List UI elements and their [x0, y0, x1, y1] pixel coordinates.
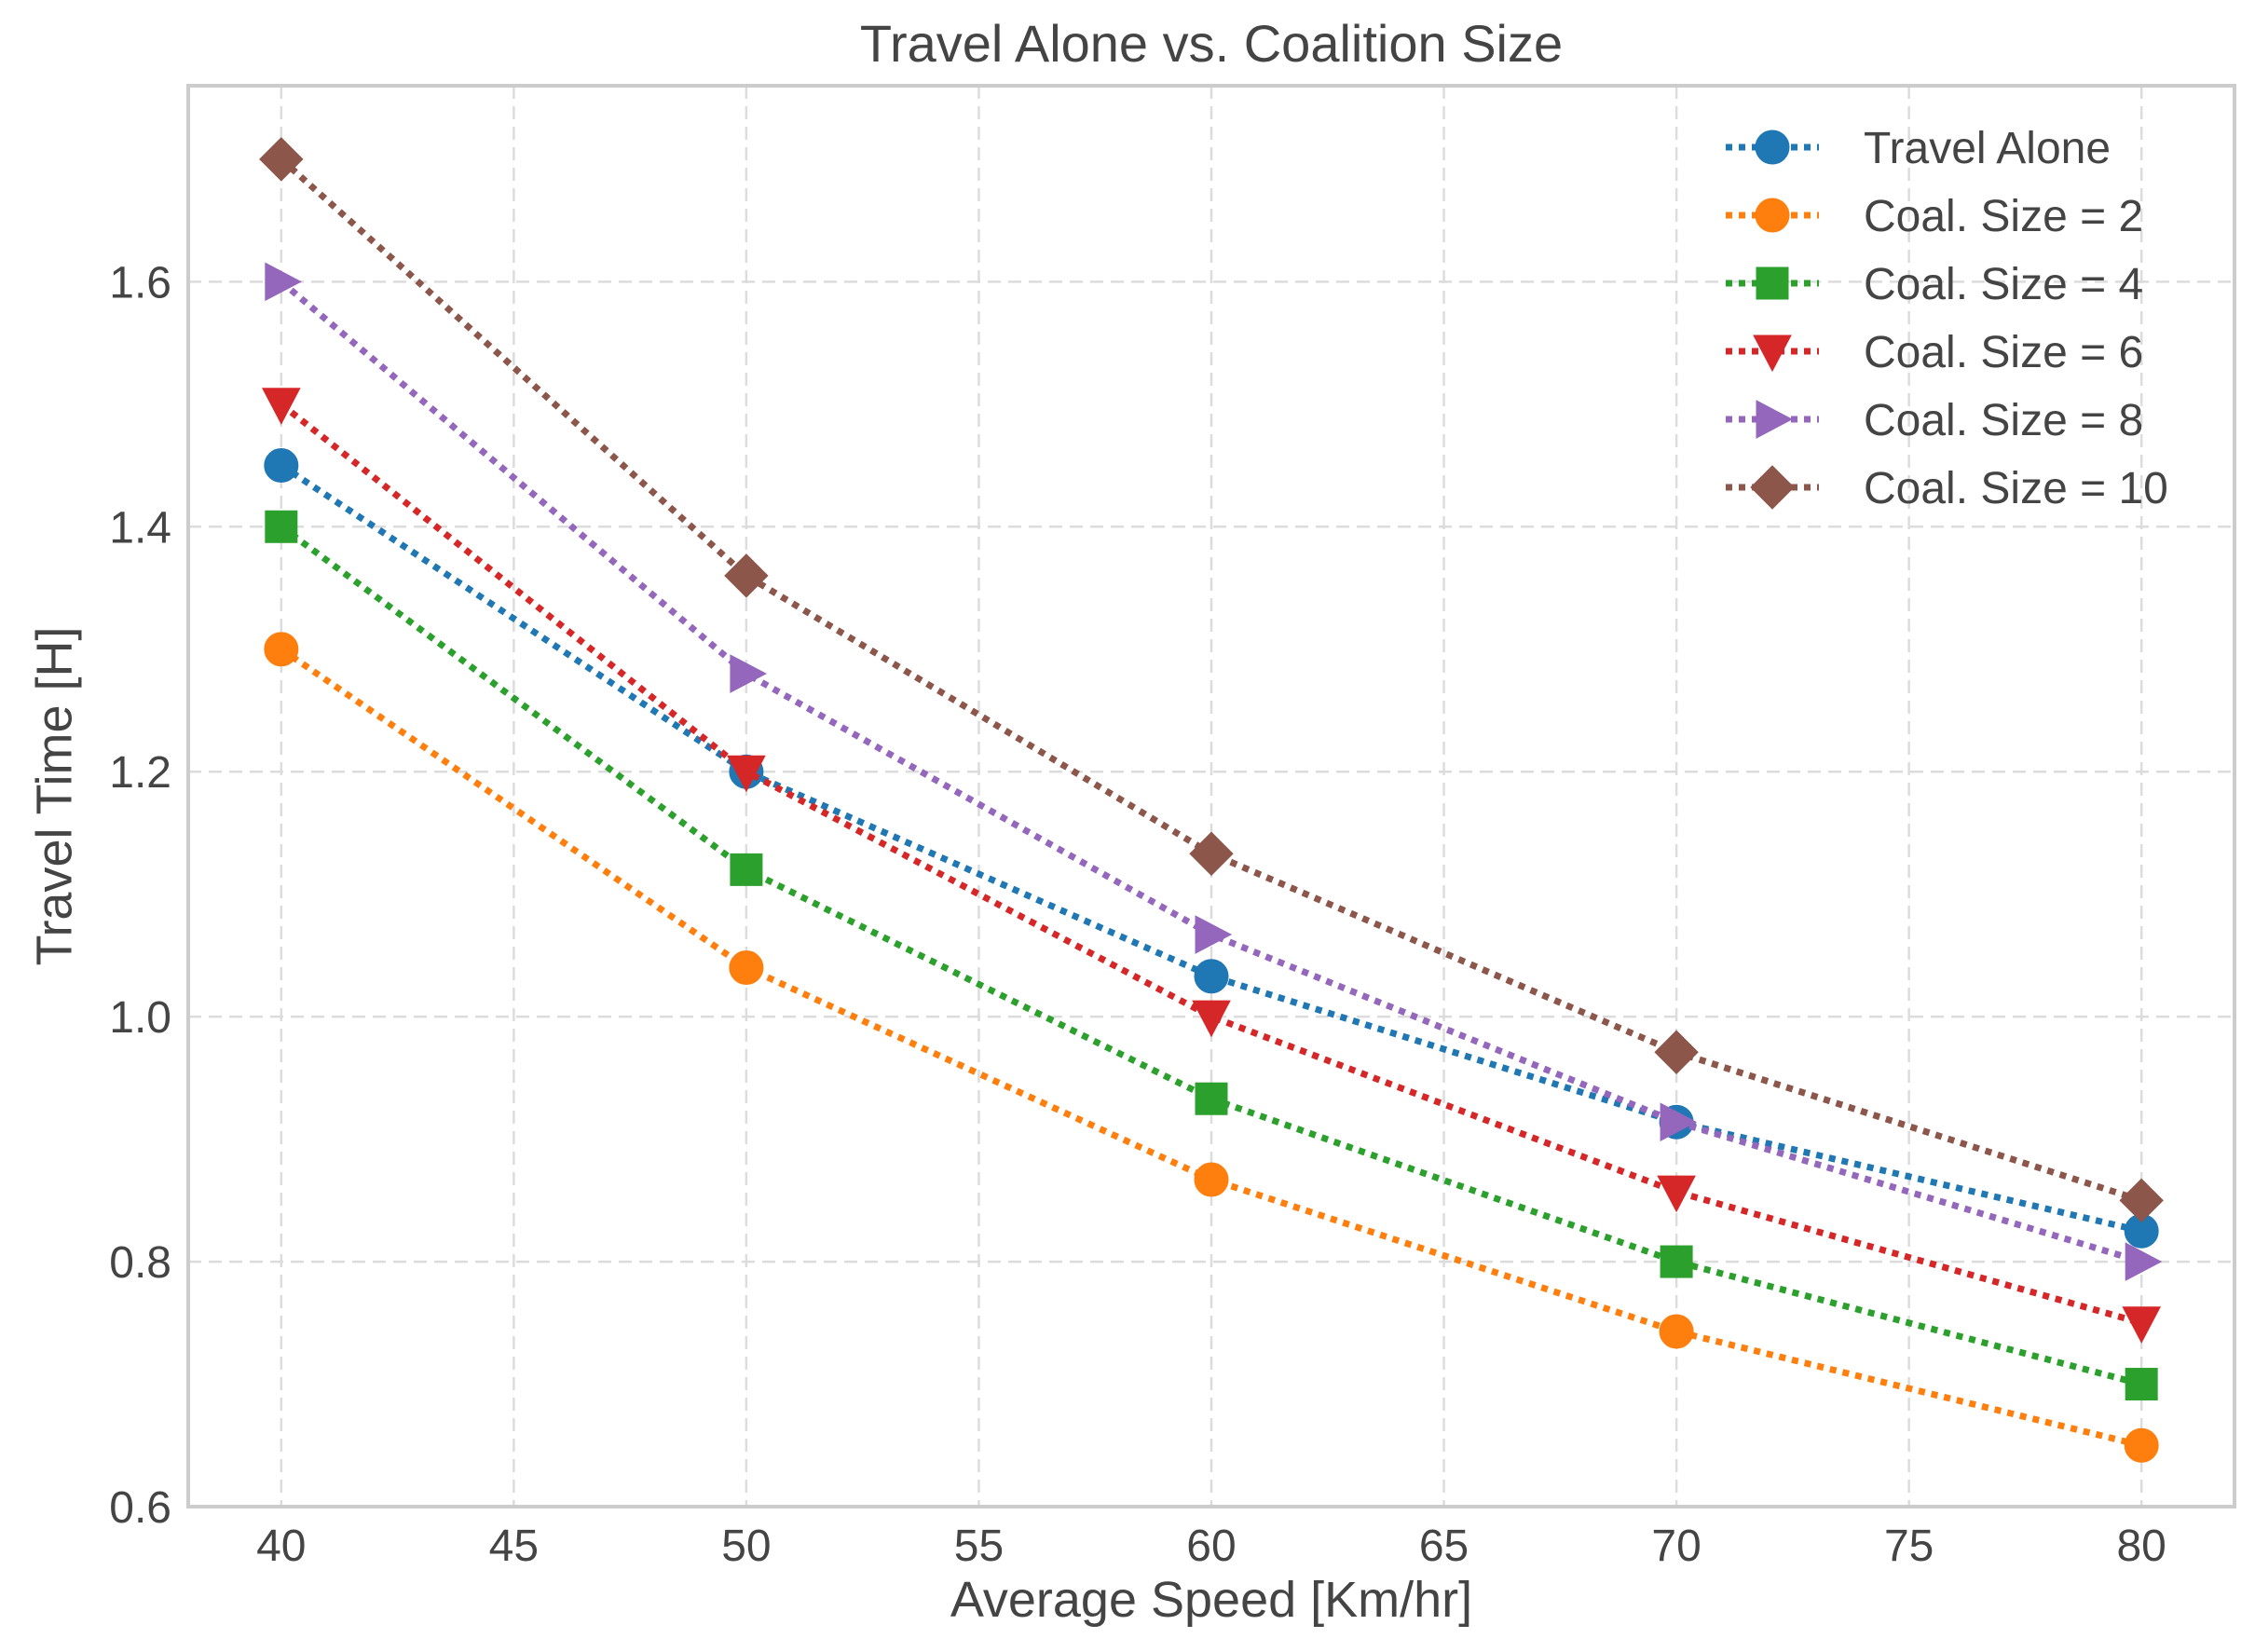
y-tick-label: 0.8 — [109, 1238, 171, 1288]
data-point — [2125, 1242, 2163, 1281]
legend-item: Coal. Size = 8 — [1726, 396, 2143, 445]
legend-marker — [1756, 266, 1789, 300]
tick-labels: 40 45 50 55 60 65 70 75 80 0.6 0.8 1.0 1.2 1.4 1.6 — [109, 258, 2166, 1571]
x-axis-label: Average Speed [Km/hr] — [950, 1572, 1472, 1628]
data-point — [1654, 1030, 1699, 1074]
legend-marker — [1755, 130, 1790, 165]
data-point — [2124, 1427, 2159, 1463]
x-tick-label: 70 — [1651, 1522, 1701, 1571]
data-point — [259, 137, 304, 182]
series-2 — [265, 510, 2158, 1401]
x-tick-label: 50 — [721, 1522, 771, 1571]
x-tick-label: 75 — [1884, 1522, 1934, 1571]
data-point — [730, 853, 763, 886]
legend-item: Coal. Size = 2 — [1726, 192, 2143, 241]
x-tick-label: 65 — [1419, 1522, 1469, 1571]
y-tick-label: 0.6 — [109, 1483, 171, 1533]
y-tick-label: 1.4 — [109, 503, 171, 553]
legend-item: Coal. Size = 4 — [1726, 260, 2143, 309]
series-3 — [261, 388, 2162, 1344]
y-tick-label: 1.2 — [109, 748, 171, 798]
legend-marker — [1755, 198, 1790, 233]
legend-label: Coal. Size = 2 — [1864, 192, 2143, 241]
data-point — [1195, 915, 1233, 954]
y-tick-label: 1.6 — [109, 258, 171, 307]
data-point — [1659, 1314, 1694, 1349]
data-point — [2122, 1306, 2162, 1344]
data-point — [727, 755, 766, 793]
legend-item: Travel Alone — [1726, 124, 2111, 173]
data-point — [1189, 831, 1234, 876]
series-1 — [264, 632, 2159, 1463]
legend: Travel Alone Coal. Size = 2 Coal. Size = 4… — [1726, 124, 2168, 513]
series-line — [279, 462, 2142, 1235]
series-4 — [265, 262, 2163, 1281]
data-point — [2119, 1178, 2164, 1223]
legend-label: Coal. Size = 8 — [1864, 396, 2143, 445]
data-point — [264, 632, 299, 667]
data-point — [261, 388, 301, 425]
series-line — [279, 279, 2143, 1265]
data-point — [264, 448, 299, 484]
x-tick-label: 40 — [256, 1522, 306, 1571]
y-axis-label: Travel Time [H] — [26, 626, 82, 965]
series-group — [259, 137, 2164, 1463]
data-point — [724, 553, 769, 598]
legend-marker — [1753, 334, 1792, 373]
y-tick-label: 1.0 — [109, 993, 171, 1043]
legend-label: Coal. Size = 4 — [1864, 260, 2143, 309]
legend-label: Travel Alone — [1864, 124, 2111, 173]
data-point — [1195, 1082, 1228, 1115]
data-point — [729, 950, 764, 986]
legend-marker — [1750, 465, 1795, 510]
legend-label: Coal. Size = 10 — [1864, 464, 2168, 513]
data-point — [2125, 1368, 2158, 1401]
series-5 — [259, 137, 2164, 1223]
x-tick-label: 55 — [954, 1522, 1004, 1571]
data-point — [730, 654, 767, 693]
legend-marker — [1756, 400, 1794, 439]
data-point — [265, 262, 302, 302]
legend-item: Coal. Size = 6 — [1726, 328, 2143, 377]
data-point — [1660, 1102, 1698, 1142]
x-tick-label: 60 — [1186, 1522, 1236, 1571]
data-point — [1192, 1000, 1231, 1038]
plot-frame — [186, 84, 2236, 1509]
x-tick-label: 45 — [489, 1522, 539, 1571]
legend-item: Coal. Size = 10 — [1726, 464, 2168, 513]
data-point — [265, 510, 298, 543]
data-point — [1194, 959, 1229, 994]
data-point — [1660, 1245, 1693, 1278]
chart-title: Travel Alone vs. Coalition Size — [860, 14, 1563, 73]
data-point — [1657, 1175, 1696, 1213]
data-point — [1194, 1162, 1229, 1197]
x-tick-label: 80 — [2116, 1522, 2166, 1571]
legend-label: Coal. Size = 6 — [1864, 328, 2143, 377]
series-line — [279, 402, 2143, 1327]
